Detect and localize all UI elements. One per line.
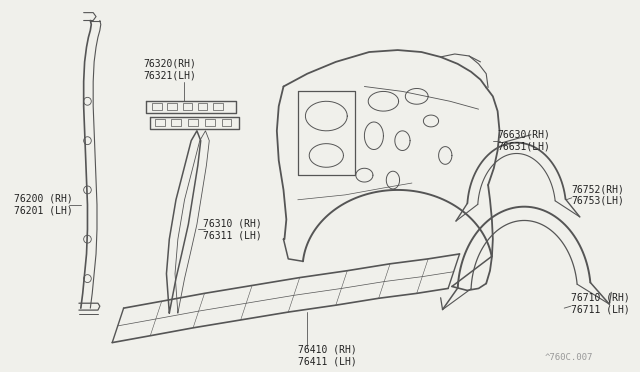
Text: 76320(RH)
76321(LH): 76320(RH) 76321(LH) <box>143 59 196 81</box>
Text: 76310 (RH)
76311 (LH): 76310 (RH) 76311 (LH) <box>203 218 261 240</box>
Bar <box>205 119 215 126</box>
Text: 76200 (RH)
76201 (LH): 76200 (RH) 76201 (LH) <box>14 194 73 215</box>
Text: 76752(RH)
76753(LH): 76752(RH) 76753(LH) <box>571 184 624 206</box>
Bar <box>221 119 231 126</box>
Bar <box>213 103 223 110</box>
Text: ^760C.007: ^760C.007 <box>545 353 593 362</box>
Bar <box>168 103 177 110</box>
Bar <box>152 103 162 110</box>
Text: 76630(RH)
76631(LH): 76630(RH) 76631(LH) <box>498 130 550 151</box>
Bar <box>182 103 192 110</box>
Bar <box>188 119 198 126</box>
Bar <box>198 103 207 110</box>
Bar <box>172 119 180 126</box>
Text: 76710 (RH)
76711 (LH): 76710 (RH) 76711 (LH) <box>571 292 630 314</box>
Bar <box>155 119 164 126</box>
Text: 76410 (RH)
76411 (LH): 76410 (RH) 76411 (LH) <box>298 344 356 366</box>
